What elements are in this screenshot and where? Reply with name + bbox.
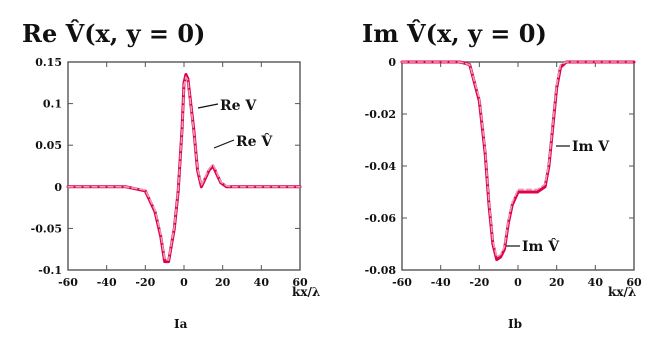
chart-1-x-tick-label: 20 xyxy=(215,276,231,289)
chart-1-x-axis-label: kx/λ xyxy=(292,285,320,299)
chart-2-plot-frame xyxy=(401,61,635,271)
chart-2-y-tick-label: -0.04 xyxy=(365,160,397,173)
chart-1-x-tick-label: 60 xyxy=(292,276,308,289)
chart-2-y-tick-label: -0.08 xyxy=(365,264,397,277)
chart-1-x-tick-label: -40 xyxy=(97,276,117,289)
chart-2-y-tick-label: -0.02 xyxy=(365,108,396,121)
chart-2-x-tick-label: 60 xyxy=(626,276,642,289)
chart-2-y-tick-label: 0 xyxy=(388,56,396,69)
chart-2-x-tick-label: 40 xyxy=(588,276,604,289)
chart-2-y-tick-label: -0.06 xyxy=(365,212,397,225)
chart-1-x-tick-label: 40 xyxy=(254,276,270,289)
chart-1-y-tick-label: -0.1 xyxy=(38,264,62,277)
chart-2-annotation-im-v: Im V xyxy=(572,139,610,155)
chart-2-x-tick-label: 20 xyxy=(549,276,565,289)
chart-1-x-tick-labels: -60 -40 -20 0 20 40 60 xyxy=(58,276,308,289)
chart-1-y-tick-labels: 0.15 0.1 0.05 0 -0.05 -0.1 xyxy=(31,56,63,277)
chart-1-y-tick-label: 0.15 xyxy=(35,56,62,69)
chart-1-annotation-2-leader xyxy=(213,139,235,149)
chart-2-series-group xyxy=(400,60,636,262)
chart-1-x-tick-label: 0 xyxy=(180,276,188,289)
chart-2-x-tick-labels: -60 -40 -20 0 20 40 60 xyxy=(392,276,642,289)
chart-1-y-tick-label: -0.05 xyxy=(31,222,62,235)
chart-1-x-tick-label: -20 xyxy=(135,276,155,289)
chart-2-caption: Ib xyxy=(508,317,522,331)
chart-2-series-line-2 xyxy=(401,61,635,258)
chart-1-series-line-2 xyxy=(67,76,301,261)
chart-1-y-tick-label: 0 xyxy=(54,181,62,194)
chart-1-annotation-re-v: Re V xyxy=(220,98,257,114)
chart-2-x-tick-label: -40 xyxy=(431,276,451,289)
chart-1-title: Re V̂(x, y = 0) xyxy=(22,19,205,48)
chart-1-x-tick-label: -60 xyxy=(58,276,78,289)
chart-2-y-tick-labels: 0 -0.02 -0.04 -0.06 -0.08 xyxy=(365,56,397,277)
chart-2-title: Im V̂(x, y = 0) xyxy=(362,19,547,48)
chart-2-x-tick-label: 0 xyxy=(514,276,522,289)
chart-1-annotation-re-vhat: Re V̂ xyxy=(236,132,273,150)
chart-1-y-tick-label: 0.1 xyxy=(43,98,62,111)
chart-2-x-axis-label: kx/λ xyxy=(608,285,636,299)
chart-1-caption: Ia xyxy=(174,317,188,331)
chart-2-annotation-im-vhat: Im V̂ xyxy=(522,237,560,255)
chart-2-x-tick-label: -20 xyxy=(469,276,489,289)
chart-1-y-tick-label: 0.05 xyxy=(35,139,62,152)
chart-1-annotation-1-leader xyxy=(197,103,219,109)
chart-2-x-tick-label: -60 xyxy=(392,276,412,289)
chart-1-series-group xyxy=(66,72,302,264)
